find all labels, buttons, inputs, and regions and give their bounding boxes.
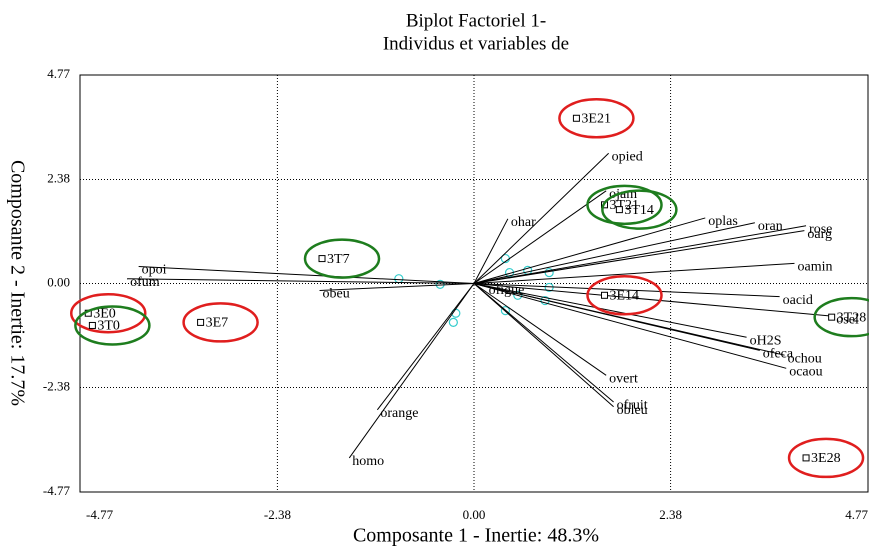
- individual-point: [318, 255, 326, 263]
- supplementary-point: [394, 274, 404, 284]
- variable-label: opoi: [142, 263, 167, 278]
- individual-point: [601, 291, 609, 299]
- variable-label: ochou: [788, 351, 822, 366]
- variable-label: osel: [836, 313, 859, 328]
- variable-label: ocaou: [789, 365, 822, 380]
- variable-vector: [473, 218, 509, 284]
- variable-vector: [473, 152, 609, 284]
- y-tick-label: 4.77: [47, 66, 70, 81]
- individual-point: [88, 321, 96, 329]
- individual-label: 3T0: [97, 319, 120, 334]
- variable-label: oran: [758, 219, 783, 234]
- individual-label: 3E14: [610, 289, 640, 304]
- individual-label: 3T7: [327, 252, 350, 267]
- supplementary-point: [544, 282, 554, 293]
- individual-point: [615, 206, 623, 214]
- variable-label: ofum: [130, 275, 160, 290]
- variable-label: oacid: [783, 293, 813, 308]
- x-tick-label: 2.38: [659, 507, 682, 522]
- variable-label: overt: [609, 372, 638, 387]
- individual-label: 3E21: [581, 111, 611, 126]
- highlight-ring: [813, 296, 869, 338]
- variable-label: ohar: [511, 215, 536, 230]
- variable-label: homo: [352, 454, 384, 469]
- variable-vector: [473, 283, 747, 338]
- highlight-ring: [74, 305, 151, 346]
- variable-vector: [473, 283, 614, 408]
- variable-label: oH2S: [750, 333, 782, 348]
- highlight-ring: [601, 189, 678, 230]
- y-tick-label: 2.38: [47, 170, 70, 185]
- individual-point: [197, 318, 205, 326]
- highlight-ring: [586, 184, 663, 226]
- x-tick-label: 4.77: [845, 507, 868, 522]
- variable-vector: [376, 283, 475, 411]
- chart-title: Biplot Factoriel 1-: [406, 10, 546, 31]
- variable-vector: [473, 190, 607, 284]
- variable-label: orange: [380, 406, 418, 421]
- x-tick-label: -4.77: [86, 507, 114, 522]
- variable-label: opied: [612, 149, 643, 164]
- highlight-ring: [586, 275, 663, 316]
- variable-vector: [473, 283, 787, 369]
- supplementary-point: [448, 317, 458, 328]
- variable-vector: [473, 217, 706, 284]
- supplementary-point: [500, 306, 510, 316]
- variable-label: obeu: [323, 287, 350, 302]
- y-tick-label: -2.38: [43, 379, 70, 394]
- variable-label: obleu: [617, 403, 648, 418]
- x-tick-label: 0.00: [463, 507, 486, 522]
- variable-label: oarg: [807, 227, 832, 242]
- variable-vector: [473, 225, 807, 284]
- highlight-ring: [787, 437, 865, 479]
- variable-vector: [473, 283, 780, 298]
- individual-label: 3T28: [837, 310, 867, 325]
- variable-vector: [348, 283, 475, 459]
- variable-label: rose: [809, 222, 832, 237]
- x-tick-label: -2.38: [264, 507, 291, 522]
- variable-vector: [473, 262, 795, 284]
- highlight-ring: [182, 302, 259, 343]
- x-axis-label: Composante 1 - Inertie: 48.3%: [353, 525, 599, 547]
- individual-point: [802, 454, 810, 462]
- individual-label: 3E0: [93, 306, 116, 321]
- chart-title: Individus et variables de: [383, 33, 569, 54]
- variable-label: ofruit: [617, 398, 648, 413]
- supplementary-point: [513, 290, 523, 300]
- variable-vector: [473, 230, 805, 284]
- individual-point: [828, 313, 836, 321]
- individual-label: 3E28: [811, 451, 841, 466]
- variable-vector: [127, 278, 475, 284]
- variable-label: oamin: [797, 260, 832, 275]
- variable-label: oplas: [708, 214, 738, 229]
- y-tick-label: -4.77: [43, 483, 71, 498]
- variable-vector: [473, 283, 834, 317]
- individual-point: [572, 114, 580, 122]
- y-tick-label: 0.00: [47, 274, 70, 289]
- variable-label: ofigue: [489, 283, 525, 298]
- variable-vector: [473, 283, 486, 288]
- highlight-ring: [558, 98, 635, 139]
- variable-vector: [473, 222, 755, 284]
- y-axis-label: Composante 2 - Inertie: 17.7%: [6, 160, 28, 406]
- highlight-ring: [70, 292, 147, 334]
- variable-vector: [473, 283, 785, 356]
- variable-vector: [319, 283, 475, 291]
- individual-label: 3T14: [624, 203, 654, 218]
- variable-vector: [473, 283, 614, 403]
- variable-vector: [138, 265, 475, 284]
- highlight-ring: [303, 238, 381, 279]
- variable-vector: [473, 283, 607, 376]
- individual-label: 3E7: [206, 316, 229, 331]
